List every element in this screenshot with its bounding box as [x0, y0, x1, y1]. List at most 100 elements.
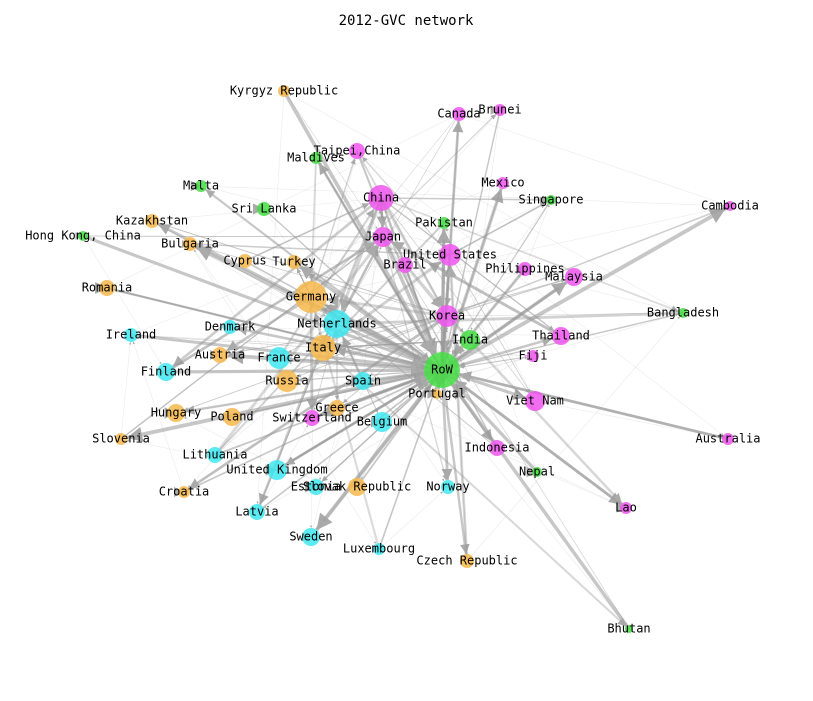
node: [302, 528, 320, 546]
node: [167, 404, 185, 422]
node: [78, 231, 88, 241]
edge: [172, 196, 382, 368]
edge: [441, 188, 502, 371]
node-label: United States: [403, 248, 497, 262]
edge: [382, 236, 628, 626]
edge: [446, 228, 536, 402]
node-label: Japan: [365, 230, 401, 244]
node: [124, 328, 138, 342]
title: 2012-GVC network: [339, 13, 474, 29]
node: [207, 447, 223, 463]
edge: [496, 447, 621, 506]
edge: [350, 311, 684, 329]
node-label: Germany: [286, 290, 337, 304]
node-label: Finland: [141, 365, 192, 379]
node-label: Slovenia: [92, 432, 150, 446]
node-label: Mexico: [481, 176, 524, 190]
edge: [183, 416, 317, 488]
node: [183, 237, 197, 251]
edge: [106, 116, 453, 289]
edge: [387, 245, 498, 449]
node-label: Bangladesh: [647, 306, 719, 320]
edge: [165, 241, 376, 374]
edge: [308, 157, 317, 282]
edge: [404, 264, 441, 309]
edge: [441, 281, 568, 371]
edge: [244, 203, 370, 262]
node: [546, 195, 556, 205]
node-label: France: [257, 351, 300, 365]
node-label: Pakistan: [415, 216, 473, 230]
node-label: Lithuania: [182, 448, 247, 462]
edge: [120, 242, 376, 440]
edge: [256, 380, 429, 513]
edge: [276, 378, 428, 472]
edge: [378, 386, 437, 550]
edge: [289, 93, 684, 314]
node: [373, 543, 385, 555]
node-label: Bulgaria: [161, 237, 219, 251]
edge: [441, 368, 623, 506]
edge: [130, 334, 311, 349]
node: [527, 350, 539, 362]
node-label: Latvia: [235, 505, 278, 519]
node: [397, 257, 413, 273]
node: [372, 412, 392, 432]
node: [424, 352, 460, 388]
node: [497, 177, 509, 189]
node-label: Austria: [195, 348, 246, 362]
edge: [214, 333, 329, 456]
node-label: Fiji: [519, 349, 548, 363]
node: [436, 305, 458, 327]
node-label: Malaysia: [545, 270, 603, 284]
node-label: Sri Lanka: [231, 202, 296, 216]
node-label: Turkey: [272, 255, 315, 269]
edge: [380, 197, 530, 394]
edge: [441, 274, 521, 371]
node-label: Canada: [437, 107, 480, 121]
edge: [335, 339, 471, 350]
node: [532, 467, 542, 477]
node-label: Lao: [615, 501, 637, 515]
node-label: Korea: [429, 309, 465, 323]
node-label: Sweden: [289, 530, 332, 544]
node: [268, 347, 290, 369]
edge: [449, 201, 547, 256]
edge: [440, 369, 470, 555]
edge: [459, 199, 552, 251]
edge: [335, 339, 471, 350]
node: [525, 391, 545, 411]
node-label: Viet Nam: [506, 394, 564, 408]
node-label: Netherlands: [297, 317, 376, 331]
node-label: Croatia: [159, 485, 210, 499]
node-label: Portugal: [408, 387, 466, 401]
node-label: Brunei: [478, 103, 521, 117]
edge: [229, 326, 553, 337]
node-label: Cambodia: [701, 199, 759, 213]
edge: [453, 382, 539, 474]
node-label: Australia: [695, 432, 760, 446]
node: [348, 478, 366, 496]
node: [725, 201, 735, 211]
edge: [440, 369, 453, 481]
node: [323, 310, 351, 338]
edge: [236, 325, 443, 372]
node-label: Brazil: [383, 258, 426, 272]
node: [278, 85, 290, 97]
edge: [183, 376, 427, 493]
node: [238, 254, 252, 268]
edge: [231, 271, 519, 418]
node: [368, 185, 394, 211]
node: [212, 347, 228, 363]
node-label: Luxembourg: [343, 542, 415, 556]
node: [460, 330, 480, 350]
node: [99, 280, 115, 296]
edge: [319, 222, 445, 480]
node-label: Denmark: [205, 320, 256, 334]
node: [452, 107, 466, 121]
edge: [314, 368, 444, 532]
node: [276, 370, 298, 392]
edge: [378, 491, 443, 550]
node: [310, 335, 336, 361]
node-label: Slovak Republic: [303, 480, 411, 494]
